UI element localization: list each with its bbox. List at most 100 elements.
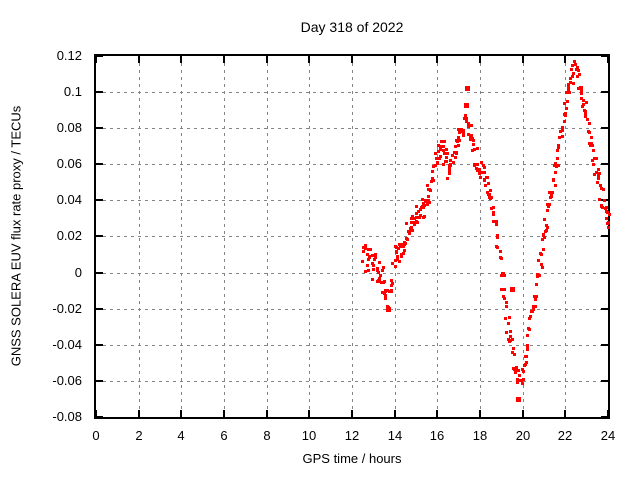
y-tick-right <box>601 272 608 274</box>
data-point <box>534 298 537 301</box>
y-tick-right <box>601 55 608 57</box>
data-point <box>426 203 429 206</box>
data-point <box>427 195 430 198</box>
data-point <box>410 217 413 220</box>
data-point <box>456 140 459 143</box>
data-point <box>462 131 465 134</box>
data-point <box>597 174 600 177</box>
data-point <box>570 68 573 71</box>
data-point <box>394 259 397 262</box>
data-point <box>525 355 528 358</box>
data-point <box>371 254 374 257</box>
data-point <box>396 258 399 261</box>
data-point <box>362 246 365 249</box>
data-point <box>504 317 507 320</box>
data-point <box>424 199 427 202</box>
data-point <box>419 214 422 217</box>
data-point <box>563 120 566 123</box>
data-point <box>561 135 564 138</box>
y-tick-left <box>96 272 103 274</box>
data-point <box>606 211 609 214</box>
data-point <box>550 195 553 198</box>
data-point <box>561 126 564 129</box>
data-point <box>532 305 535 308</box>
data-point <box>565 91 568 94</box>
data-point <box>371 278 374 281</box>
data-point <box>480 161 483 164</box>
data-point <box>592 163 595 166</box>
data-point <box>421 198 424 201</box>
x-axis-tick-label: 4 <box>177 428 185 443</box>
data-point <box>607 226 610 229</box>
data-point <box>464 117 467 120</box>
data-point <box>407 230 410 233</box>
data-point <box>440 140 443 143</box>
data-point <box>591 144 594 147</box>
data-point <box>512 347 515 350</box>
data-point <box>476 163 479 166</box>
data-point <box>395 250 398 253</box>
data-point <box>364 244 367 247</box>
data-point <box>503 288 506 291</box>
x-tick-top <box>394 56 396 63</box>
chart-title: Day 318 of 2022 <box>300 19 404 35</box>
data-point <box>377 271 380 274</box>
x-tick-bottom <box>223 410 225 417</box>
data-point <box>465 120 468 123</box>
data-point <box>532 308 535 311</box>
data-point <box>582 103 585 106</box>
x-tick-bottom <box>564 410 566 417</box>
data-point-outlier <box>386 307 391 312</box>
data-point <box>378 280 381 283</box>
data-point <box>471 137 474 140</box>
data-point <box>552 179 555 182</box>
data-point <box>431 178 434 181</box>
data-point <box>487 182 490 185</box>
x-axis-tick-label: 8 <box>263 428 271 443</box>
data-point <box>361 260 364 263</box>
data-point <box>554 171 557 174</box>
data-point <box>442 149 445 152</box>
data-point <box>487 193 490 196</box>
data-point <box>537 259 540 262</box>
data-point <box>502 272 505 275</box>
data-point <box>476 147 479 150</box>
data-point <box>580 92 583 95</box>
x-axis-tick-label: 0 <box>92 428 100 443</box>
data-point <box>509 335 512 338</box>
y-tick-right <box>601 163 608 165</box>
data-point <box>484 184 487 187</box>
data-point <box>591 159 594 162</box>
data-point <box>580 89 583 92</box>
data-point <box>453 151 456 154</box>
data-point <box>422 216 425 219</box>
y-tick-left <box>96 344 103 346</box>
data-point <box>598 172 601 175</box>
data-point <box>405 237 408 240</box>
data-point <box>437 150 440 153</box>
data-point <box>556 149 559 152</box>
data-point <box>542 248 545 251</box>
data-point <box>432 165 435 168</box>
x-tick-bottom <box>180 410 182 417</box>
data-point <box>417 210 420 213</box>
data-point <box>490 196 493 199</box>
data-point <box>473 148 476 151</box>
x-axis-tick-label: 14 <box>387 428 403 443</box>
data-point <box>505 331 508 334</box>
data-point <box>557 146 560 149</box>
data-point <box>428 201 431 204</box>
data-point <box>528 328 531 331</box>
data-point <box>362 250 365 253</box>
y-gridline <box>96 199 608 201</box>
data-point <box>438 157 441 160</box>
data-point <box>467 125 470 128</box>
data-point <box>483 171 486 174</box>
data-point <box>567 87 570 90</box>
data-point <box>505 301 508 304</box>
data-point <box>413 223 416 226</box>
data-point <box>445 148 448 151</box>
data-point <box>467 122 470 125</box>
y-tick-right <box>601 380 608 382</box>
data-point <box>507 322 510 325</box>
